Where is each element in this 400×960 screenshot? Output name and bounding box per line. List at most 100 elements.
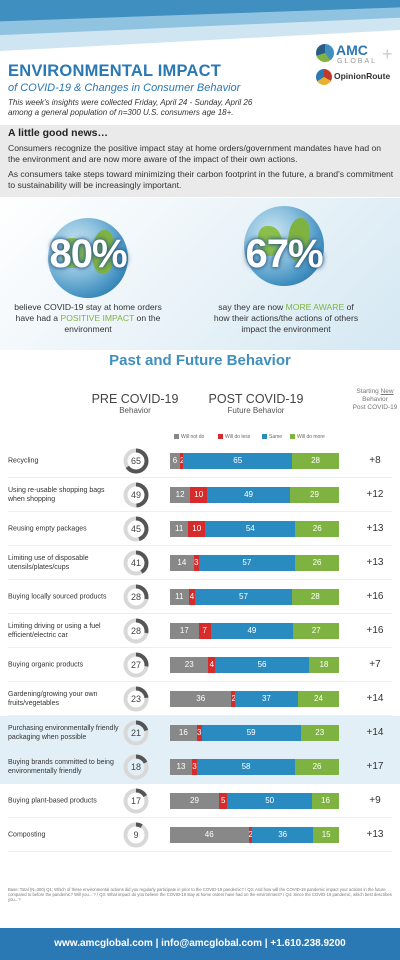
stat-text-highlight: POSITIVE IMPACT	[60, 313, 135, 323]
new-behavior-value: +17	[366, 761, 384, 772]
segment-will-do-less: 3	[196, 725, 202, 741]
segment-same: 36	[251, 827, 314, 843]
new-behavior-header-1: Starting	[356, 388, 381, 395]
pre-covid-value: 28	[130, 626, 141, 636]
intro-text: This week's insights were collected Frid…	[8, 98, 308, 118]
legend-will-not-do: Will not do	[174, 432, 204, 442]
behavior-row: Limiting driving or using a fuel efficie…	[0, 614, 400, 648]
segment-will-do-more: 23	[300, 725, 339, 741]
behavior-label: Buying brands committed to being environ…	[8, 759, 114, 775]
pre-covid-ring-arc	[123, 686, 149, 712]
segment-will-not-do: 12	[170, 487, 191, 503]
base-note: Base: Total (N=300) Q1: Which of these e…	[8, 887, 392, 902]
post-covid-bar: 11 4 57 28	[170, 589, 339, 605]
segment-will-do-more: 27	[293, 623, 339, 639]
amc-logo-text: AMC	[336, 42, 368, 58]
pre-covid-value: 9	[133, 830, 139, 840]
footer-contact: www.amcglobal.com | info@amcglobal.com |…	[0, 928, 400, 960]
segment-will-do-less: 10	[190, 487, 208, 503]
segment-will-not-do: 46	[170, 827, 249, 843]
segment-will-do-more: 26	[295, 759, 339, 775]
pre-covid-header: PRE COVID-19 Behavior	[80, 392, 190, 415]
pre-covid-ring-arc	[123, 482, 149, 508]
segment-same: 49	[210, 623, 294, 639]
behavior-label: Limiting driving or using a fuel efficie…	[8, 623, 101, 639]
new-behavior-value: +14	[366, 693, 384, 704]
pre-covid-value: 27	[130, 660, 141, 670]
row-divider	[8, 477, 392, 478]
row-divider	[8, 545, 392, 546]
pre-covid-value: 18	[130, 762, 141, 772]
stat-text-more-aware: say they are now MORE AWARE of how their…	[211, 302, 361, 335]
amc-logo-icon	[316, 44, 334, 62]
stat-text-pre: believe COVID-19 stay at home orders hav…	[14, 302, 162, 323]
segment-same: 50	[227, 793, 312, 809]
behavior-label: Recycling	[8, 457, 39, 465]
new-behavior-value: +16	[366, 625, 384, 636]
segment-will-do-less: 4	[188, 589, 196, 605]
segment-will-not-do: 36	[170, 691, 232, 707]
segment-same: 57	[195, 589, 292, 605]
pre-covid-ring: 27	[123, 652, 149, 678]
post-covid-bar: 36 2 37 24	[170, 691, 339, 707]
new-behavior-value: +7	[369, 659, 381, 670]
pre-covid-ring-arc	[123, 822, 149, 848]
segment-will-not-do: 6	[170, 453, 181, 469]
pre-covid-ring-arc	[123, 754, 149, 780]
pre-covid-ring: 28	[123, 618, 149, 644]
behavior-label: Buying locally sourced products	[8, 593, 107, 601]
behavior-label: Purchasing environmentally friendly pack…	[8, 725, 119, 741]
segment-will-do-less: 3	[191, 759, 198, 775]
behavior-label: Buying plant-based products	[8, 797, 97, 805]
pre-covid-ring: 18	[123, 754, 149, 780]
segment-will-do-more: 28	[292, 453, 339, 469]
stat-value-positive-impact: 80%	[49, 232, 127, 276]
globe-icon	[48, 218, 128, 298]
stat-value-more-aware: 67%	[245, 232, 323, 276]
opinionroute-logo-text: OpinionRoute	[334, 71, 391, 81]
segment-will-do-more: 15	[313, 827, 339, 843]
segment-will-not-do: 16	[170, 725, 197, 741]
behavior-row: Using re-usable shopping bags when shopp…	[0, 478, 400, 512]
stat-text-post: of how their actions/the actions of othe…	[213, 302, 359, 334]
new-behavior-value: +13	[366, 523, 384, 534]
new-behavior-value: +12	[366, 489, 384, 500]
pre-covid-value: 49	[130, 490, 141, 500]
row-divider	[8, 715, 392, 716]
post-covid-bar: 23 4 56 18	[170, 657, 339, 673]
good-news-paragraph-1: Consumers recognize the positive impact …	[8, 143, 382, 164]
behavior-row: Limiting use of disposable utensils/plat…	[0, 546, 400, 580]
segment-same: 49	[207, 487, 290, 503]
segment-will-do-more: 24	[298, 691, 339, 707]
pre-covid-ring-arc	[123, 652, 149, 678]
pre-covid-value: 17	[130, 796, 141, 806]
pre-covid-ring-arc	[123, 720, 149, 746]
new-behavior-value: +13	[366, 557, 384, 568]
legend-same: Same	[262, 432, 282, 442]
new-behavior-header: Starting New Behavior Post COVID-19	[350, 388, 400, 412]
post-covid-sub: Future Behavior	[227, 406, 285, 415]
segment-will-do-more: 26	[295, 555, 339, 571]
new-behavior-value: +13	[366, 829, 384, 840]
pre-covid-value: 23	[130, 694, 141, 704]
segment-same: 54	[205, 521, 296, 537]
post-covid-bar: 6 2 65 28	[170, 453, 339, 469]
segment-will-do-less: 2	[180, 453, 184, 469]
post-covid-bar: 46 2 36 15	[170, 827, 339, 843]
header: ENVIRONMENTAL IMPACT of COVID-19 & Chang…	[0, 56, 400, 124]
behavior-label: Buying organic products	[8, 661, 84, 669]
pre-covid-value: 21	[130, 728, 141, 738]
opinionroute-logo-icon	[316, 69, 332, 85]
pre-covid-ring: 65	[123, 448, 149, 474]
stat-text-highlight: MORE AWARE	[285, 302, 345, 312]
pre-covid-value: 65	[130, 456, 141, 466]
segment-will-not-do: 23	[170, 657, 209, 673]
behavior-row: Buying brands committed to being environ…	[0, 750, 400, 784]
post-covid-header: POST COVID-19 Future Behavior	[196, 392, 316, 415]
new-behavior-header-2: Behavior	[362, 396, 388, 403]
pre-covid-ring-arc	[123, 788, 149, 814]
plus-icon: +	[382, 44, 393, 64]
behavior-label: Gardening/growing your own fruits/vegeta…	[8, 691, 98, 707]
segment-will-do-more: 18	[308, 657, 339, 673]
post-covid-bar: 13 3 58 26	[170, 759, 339, 775]
